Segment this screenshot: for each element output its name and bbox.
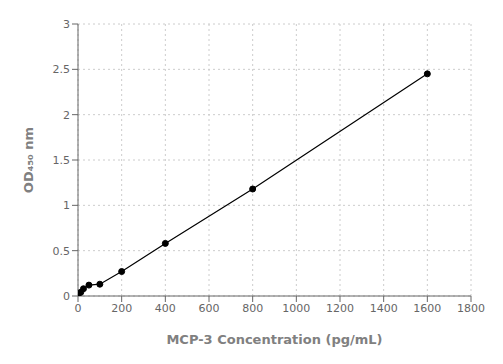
- svg-text:200: 200: [111, 302, 132, 315]
- svg-text:1000: 1000: [282, 302, 310, 315]
- svg-text:1400: 1400: [370, 302, 398, 315]
- svg-text:0: 0: [63, 290, 70, 303]
- svg-text:MCP-3 Concentration (pg/mL): MCP-3 Concentration (pg/mL): [166, 332, 382, 347]
- svg-text:600: 600: [199, 302, 220, 315]
- svg-text:1600: 1600: [413, 302, 441, 315]
- svg-text:800: 800: [242, 302, 263, 315]
- svg-text:0.5: 0.5: [53, 245, 71, 258]
- svg-text:1800: 1800: [457, 302, 485, 315]
- svg-text:2.5: 2.5: [53, 63, 71, 76]
- svg-text:2: 2: [63, 109, 70, 122]
- svg-text:400: 400: [155, 302, 176, 315]
- svg-text:OD₄₅₀ nm: OD₄₅₀ nm: [21, 127, 36, 193]
- svg-text:1.5: 1.5: [53, 154, 71, 167]
- svg-text:1: 1: [63, 199, 70, 212]
- svg-text:3: 3: [63, 18, 70, 31]
- svg-text:0: 0: [75, 302, 82, 315]
- svg-text:1200: 1200: [326, 302, 354, 315]
